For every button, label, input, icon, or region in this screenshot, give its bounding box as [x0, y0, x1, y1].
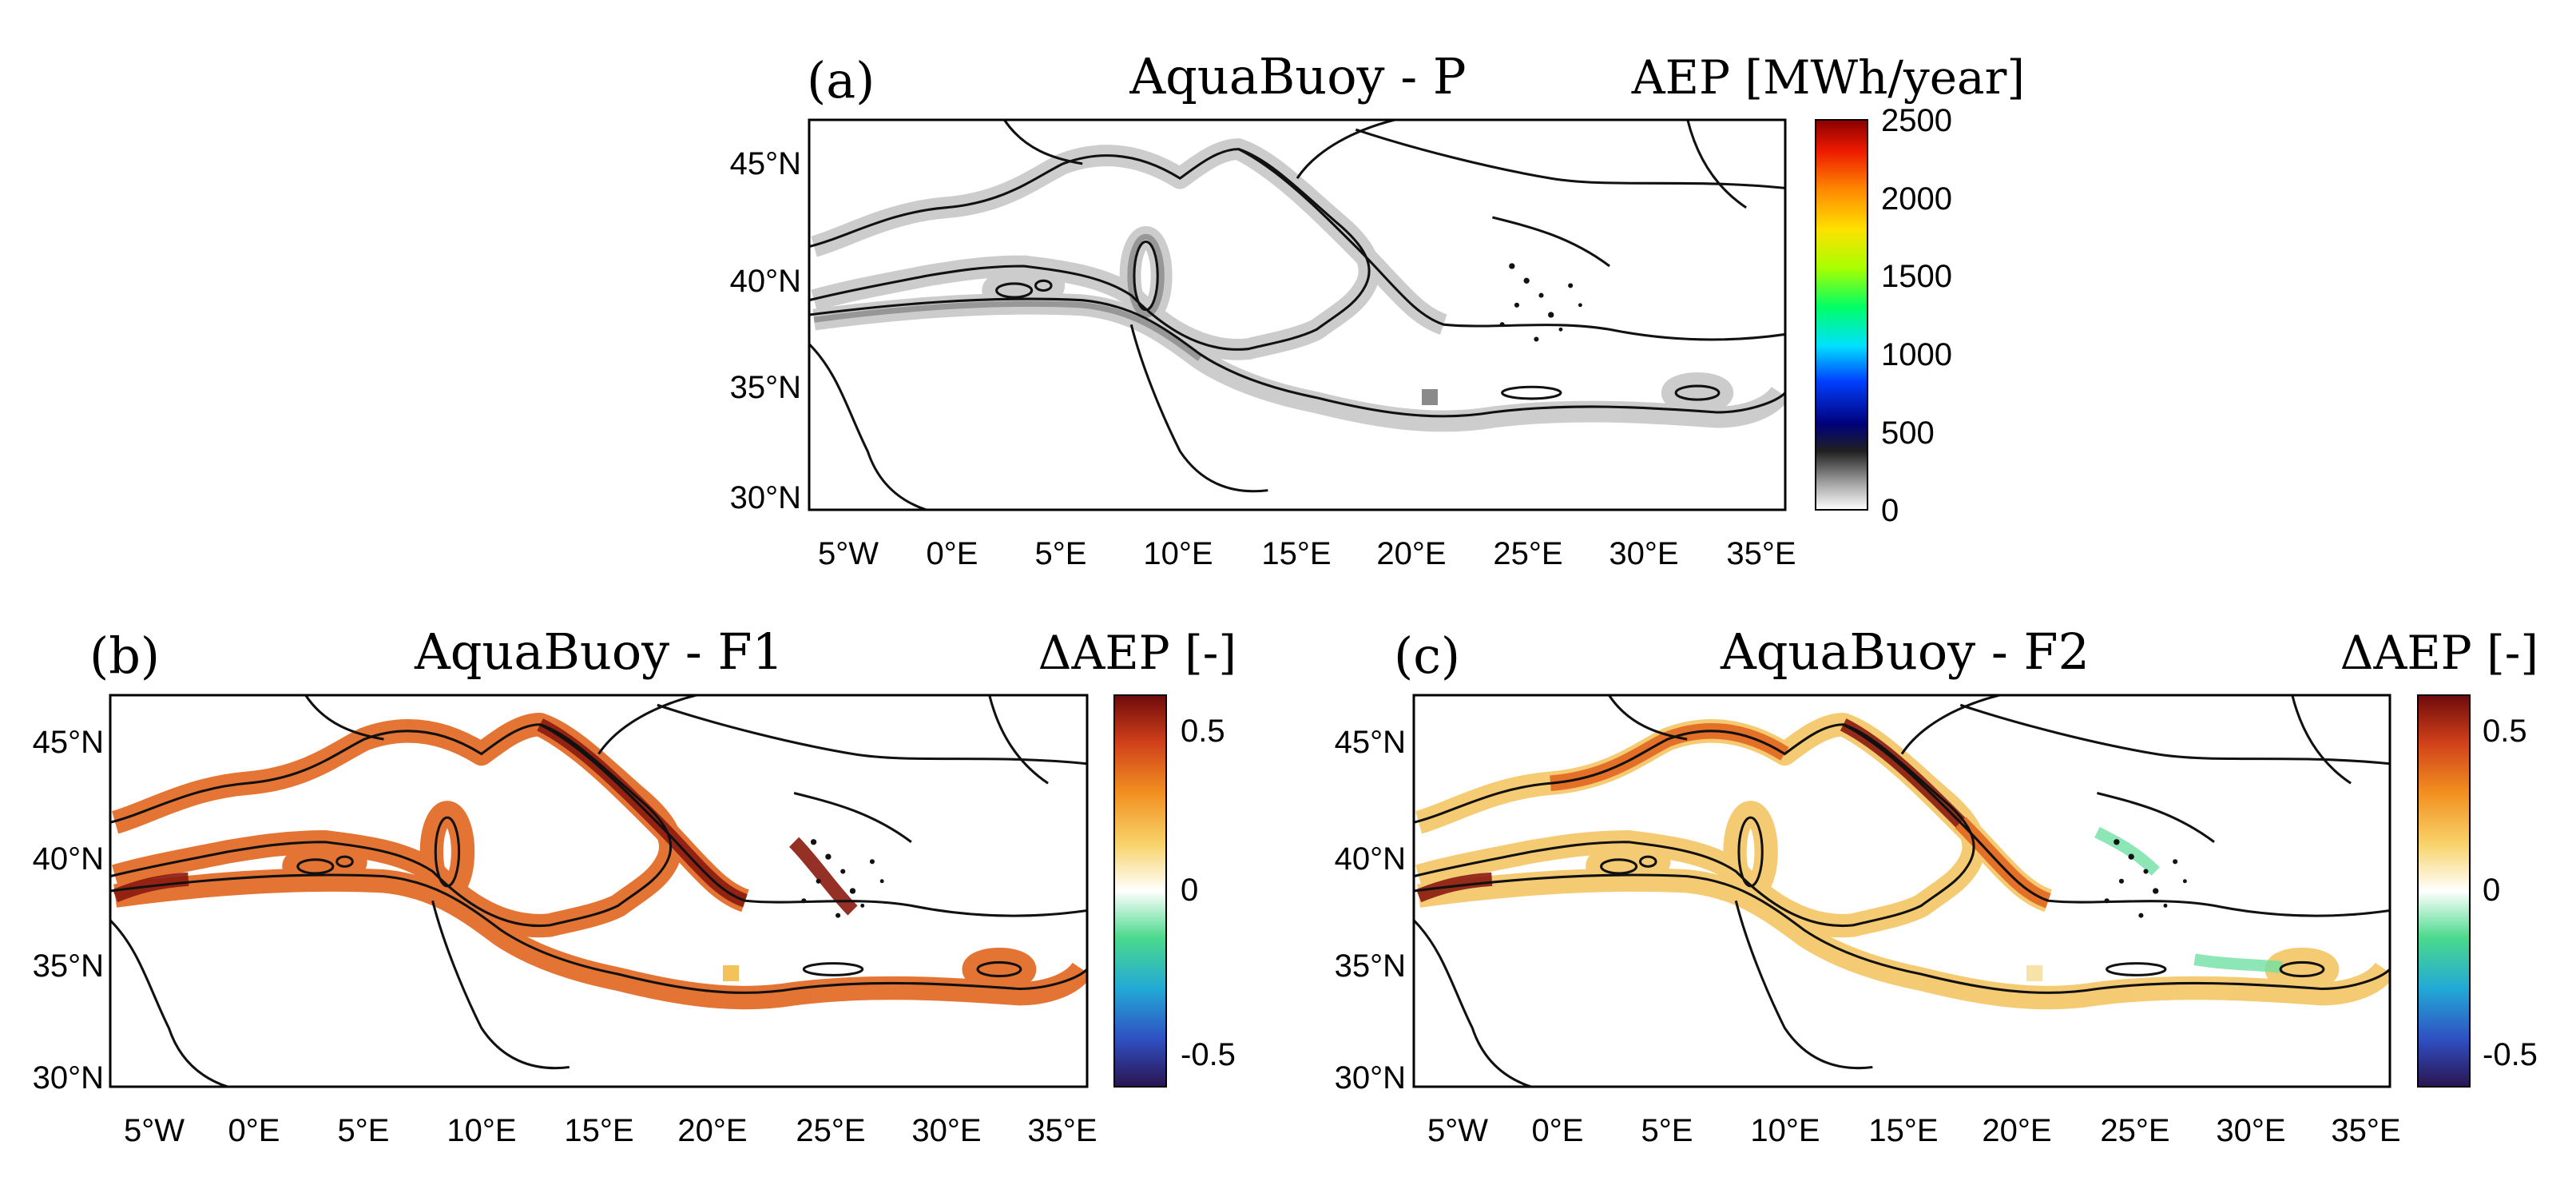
lat-label: 30°N	[1335, 1060, 1406, 1096]
lon-label: 10°E	[1143, 536, 1213, 571]
lon-label: 5°E	[338, 1113, 390, 1148]
colorbar-tick-label: 1500	[1881, 259, 1952, 294]
panel-a-lon-labels: 5°W 0°E 5°E 10°E 15°E 20°E 25°E 30°E 35°…	[818, 536, 1796, 571]
panel-c-letter: (c)	[1394, 626, 1460, 685]
lon-label: 5°E	[1035, 536, 1087, 571]
lon-label: 15°E	[1868, 1113, 1938, 1148]
lat-label: 35°N	[33, 948, 104, 984]
panel-a-frame	[808, 118, 1787, 511]
colorbar-tick-label: -0.5	[2483, 1037, 2538, 1072]
panel-c-title: AquaBuoy - F2	[1720, 622, 2090, 681]
colorbar-tick-label: 0	[1881, 493, 1899, 528]
colorbar-tick-label: 0.5	[2483, 714, 2527, 749]
lon-label: 30°E	[2216, 1113, 2285, 1148]
lon-label: 25°E	[2100, 1113, 2169, 1148]
panel-a-colorbar-fill	[1815, 119, 1868, 511]
lon-label: 5°W	[124, 1113, 185, 1148]
lon-label: 10°E	[447, 1113, 516, 1148]
panel-a-map	[809, 120, 1785, 510]
panel-b-colorbar-label: ΔAEP [-]	[1038, 626, 1236, 680]
panel-a-colorbar-label: AEP [MWh/year]	[1631, 50, 2025, 105]
lon-label: 20°E	[677, 1113, 747, 1148]
panel-c-islands	[2104, 839, 2187, 918]
lon-label: 30°E	[911, 1113, 981, 1148]
lon-label: 25°E	[1493, 536, 1562, 571]
lon-label: 5°W	[818, 536, 879, 571]
panel-c-lat-labels: 45°N 40°N 35°N 30°N	[1335, 725, 1406, 1096]
colorbar-tick-label: 1000	[1881, 337, 1952, 372]
panel-a-letter: (a)	[807, 51, 875, 109]
lat-label: 45°N	[1335, 725, 1406, 760]
lon-label: 25°E	[796, 1113, 865, 1148]
colorbar-tick-label: 2500	[1881, 103, 1952, 138]
panel-a-title: AquaBuoy - P	[1129, 47, 1466, 105]
panel-a-energy-band-dark	[813, 233, 1201, 361]
panel-b-colorbar: 0.5 0 -0.5	[1113, 694, 1236, 1088]
lon-label: 15°E	[1261, 536, 1331, 571]
colorbar-tick-label: 2000	[1881, 181, 1952, 217]
panel-c-lon-labels: 5°W 0°E 5°E 10°E 15°E 20°E 25°E 30°E 35°…	[1427, 1113, 2401, 1148]
panel-b-lon-labels: 5°W 0°E 5°E 10°E 15°E 20°E 25°E 30°E 35°…	[124, 1113, 1097, 1148]
colorbar-tick-label: 0.5	[1181, 714, 1225, 749]
lon-label: 10°E	[1750, 1113, 1820, 1148]
colorbar-tick-label: 500	[1881, 416, 1935, 451]
panel-b-map	[110, 695, 1087, 1087]
lon-label: 35°E	[2331, 1113, 2400, 1148]
panel-c-colorbar: 0.5 0 -0.5	[2417, 694, 2538, 1088]
panel-b-frame	[109, 694, 1089, 1088]
colorbar-tick-label: 0	[2483, 873, 2500, 908]
lon-label: 20°E	[1376, 536, 1446, 571]
lon-label: 0°E	[228, 1113, 280, 1148]
panel-c-colorbar-fill	[2417, 694, 2471, 1088]
panel-c-negative-band	[2094, 826, 2284, 973]
panel-c-grid-cell	[2026, 965, 2042, 981]
lat-label: 35°N	[1335, 948, 1406, 984]
lat-label: 40°N	[33, 841, 104, 877]
panel-b-lat-labels: 45°N 40°N 35°N 30°N	[33, 725, 104, 1096]
panel-b-title: AquaBuoy - F1	[414, 622, 784, 681]
colorbar-tick-label: 0	[1181, 873, 1198, 908]
lon-label: 20°E	[1982, 1113, 2051, 1148]
lat-label: 35°N	[730, 370, 801, 405]
lat-label: 30°N	[730, 480, 801, 515]
panel-a-grid-cell	[1422, 389, 1438, 405]
lat-label: 45°N	[730, 146, 801, 181]
panel-c-map	[1414, 695, 2390, 1087]
panel-b-grid-cell	[723, 965, 739, 981]
lon-label: 0°E	[927, 536, 978, 571]
lon-label: 35°E	[1726, 536, 1796, 571]
lon-label: 5°W	[1427, 1113, 1488, 1148]
lat-label: 40°N	[730, 264, 801, 299]
panel-a-colorbar: 2500 2000 1500 1000 500 0	[1815, 103, 1952, 528]
panel-a-islands	[1499, 263, 1582, 342]
lon-label: 30°E	[1609, 536, 1678, 571]
panel-c: (c) AquaBuoy - F2 ΔAEP [-]	[1335, 622, 2538, 1148]
lon-label: 15°E	[564, 1113, 633, 1148]
panel-c-colorbar-label: ΔAEP [-]	[2340, 626, 2538, 680]
lat-label: 45°N	[33, 725, 104, 760]
panel-b-letter: (b)	[89, 626, 160, 685]
colorbar-tick-label: -0.5	[1181, 1037, 1236, 1072]
panel-c-frame	[1412, 694, 2391, 1088]
lat-label: 30°N	[33, 1060, 104, 1096]
panel-b-colorbar-fill	[1113, 694, 1167, 1088]
panel-b: (b) AquaBuoy - F1 ΔAEP [-] 45°N 40°N	[33, 622, 1236, 1148]
lon-label: 5°E	[1641, 1113, 1693, 1148]
panel-a-lat-labels: 45°N 40°N 35°N 30°N	[730, 146, 801, 515]
panel-a: (a) AquaBuoy - P AEP [MWh/year] 45°N 40°…	[730, 47, 2025, 571]
lon-label: 35°E	[1027, 1113, 1097, 1148]
lat-label: 40°N	[1335, 841, 1406, 877]
lon-label: 0°E	[1532, 1113, 1584, 1148]
